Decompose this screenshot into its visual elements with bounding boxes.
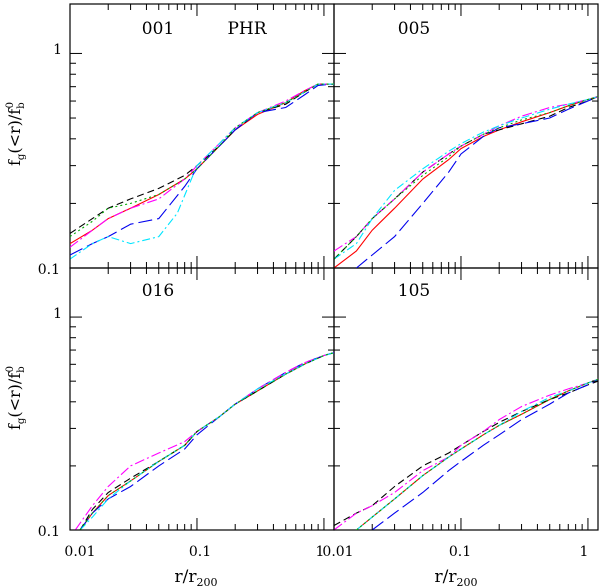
panel-frame-105	[333, 267, 599, 531]
series-red-solid-005	[334, 95, 598, 268]
y-axis-title-bottom-b: b	[16, 366, 27, 372]
x-tick-label-right-1: 1	[580, 544, 589, 560]
series-cyan-dashdot-001	[70, 83, 334, 260]
series-black-dashed-016	[79, 352, 334, 530]
y-axis-title-bottom-0: 0	[5, 366, 16, 372]
y-tick-label-bottom-1: 1	[53, 306, 62, 322]
series-red-solid-001	[70, 83, 334, 245]
series-black-dashed-001	[70, 83, 334, 234]
series-blue-longdash-105	[371, 378, 598, 530]
panel-label-016: 016	[142, 281, 174, 301]
panel-label-phr: PHR	[227, 19, 267, 39]
series-red-solid-105	[356, 378, 598, 530]
series-black-dashed-105	[334, 380, 598, 526]
x-axis-title-right-main: r/r	[435, 567, 458, 587]
series-green-dotted-016	[79, 352, 334, 530]
x-axis-title-left: r/r200	[175, 567, 218, 588]
series-green-dotted-005	[334, 95, 598, 260]
series-cyan-dashdot-005	[334, 95, 598, 260]
series-magenta-dashdot-016	[74, 352, 334, 530]
panel-curves-005	[334, 95, 598, 268]
series-magenta-dashdot-001	[70, 83, 334, 248]
x-tick-label-right-0.01: 0.01	[322, 544, 353, 560]
series-magenta-dashdot-105	[334, 378, 598, 530]
y-axis-title-top-f: f	[5, 159, 24, 166]
panel-frame-001	[69, 3, 335, 269]
y-axis-title-bottom-f: f	[5, 423, 24, 430]
panel-curves-001	[70, 83, 334, 260]
y-axis-title-bottom: fg(<r)/fb0	[5, 366, 27, 430]
series-red-solid-016	[79, 352, 334, 530]
series-cyan-dashdot-105	[356, 378, 598, 530]
series-magenta-dashdot-005	[334, 95, 598, 252]
series-blue-longdash-005	[356, 95, 598, 268]
y-axis-title-top-0: 0	[5, 102, 16, 108]
y-tick-label-top-0.1: 0.1	[38, 262, 60, 278]
panel-label-005: 005	[398, 19, 430, 39]
y-axis-title-top-g: g	[16, 153, 27, 160]
panel-label-105: 105	[398, 281, 430, 301]
series-green-dotted-105	[356, 378, 598, 530]
series-green-dotted-001	[70, 83, 334, 238]
panel-curves-016	[74, 352, 334, 530]
y-axis-title-bottom-g: g	[16, 417, 27, 424]
series-blue-longdash-001	[70, 83, 334, 256]
series-black-dashed-005	[334, 95, 598, 260]
y-axis-title-top-b: b	[16, 102, 27, 108]
x-tick-label-right-0.1: 0.1	[449, 544, 471, 560]
y-tick-label-top-1: 1	[53, 42, 62, 58]
y-axis-title-bottom-mid: (<r)/f	[5, 372, 24, 418]
x-axis-title-left-main: r/r	[175, 567, 198, 587]
series-cyan-dashdot-016	[79, 352, 334, 530]
y-axis-title-top-mid: (<r)/f	[5, 108, 24, 154]
x-axis-title-left-sub: 200	[196, 576, 217, 588]
series-blue-longdash-016	[79, 352, 334, 530]
panel-curves-105	[334, 378, 598, 530]
x-tick-label-left-0.01: 0.01	[64, 544, 95, 560]
x-axis-title-right-sub: 200	[456, 576, 477, 588]
y-tick-label-bottom-0.1: 0.1	[38, 524, 60, 540]
x-tick-label-left-0.1: 0.1	[189, 544, 211, 560]
panel-label-001: 001	[142, 19, 174, 39]
panel-frame-016	[69, 267, 335, 531]
y-axis-title-top: fg(<r)/fb0	[5, 102, 27, 166]
x-tick-label-left-1: 1	[316, 544, 325, 560]
x-axis-title-right: r/r200	[435, 567, 478, 588]
